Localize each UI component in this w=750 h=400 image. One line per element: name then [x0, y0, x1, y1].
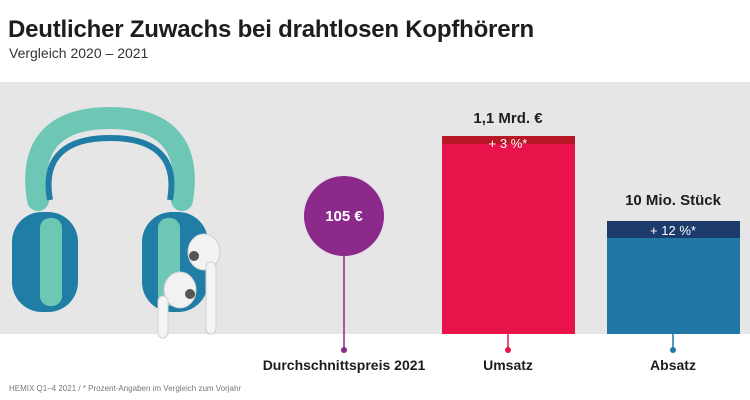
category-label-price: Durchschnittspreis 2021 [263, 357, 426, 373]
headphones-and-earbuds-icon [12, 106, 221, 339]
source-footnote: HEMIX Q1–4 2021 / * Prozent-Angaben im V… [9, 384, 242, 393]
revenue-growth-segment [442, 136, 575, 144]
sales-total-label: 10 Mio. Stück [625, 192, 722, 209]
price-bubble: 105 € [304, 176, 384, 353]
sales-bar-group: 10 Mio. Stück + 12 %* [607, 192, 740, 353]
revenue-total-label: 1,1 Mrd. € [473, 110, 543, 127]
earbud-right-stem [205, 261, 217, 335]
revenue-growth-label: + 3 %* [489, 136, 528, 151]
category-label-revenue: Umsatz [483, 357, 533, 373]
category-labels: Durchschnittspreis 2021 Umsatz Absatz [263, 357, 696, 373]
price-circle [304, 176, 384, 256]
price-value-label: 105 € [325, 208, 363, 225]
earbud-right-speaker [189, 251, 199, 261]
earbud-left-stem [157, 295, 169, 339]
chart-subtitle: Vergleich 2020 – 2021 [9, 45, 149, 61]
chart-title: Deutlicher Zuwachs bei drahtlosen Kopfhö… [8, 16, 534, 43]
revenue-leader-dot [505, 347, 511, 353]
revenue-bar-group: 1,1 Mrd. € + 3 %* [442, 110, 575, 353]
category-label-sales: Absatz [650, 357, 696, 373]
sales-growth-segment [607, 221, 740, 238]
earbud-right-head [187, 233, 221, 271]
sales-growth-label: + 12 %* [650, 223, 696, 238]
earbud-left-head [163, 271, 197, 309]
price-leader-dot [341, 347, 347, 353]
earbud-left-speaker [185, 289, 195, 299]
headphone-inner-band [45, 134, 175, 201]
sales-bar [607, 238, 740, 334]
revenue-bar [442, 144, 575, 334]
headphone-band [25, 106, 195, 211]
headphone-left-pad [40, 218, 62, 306]
sales-leader-dot [670, 347, 676, 353]
